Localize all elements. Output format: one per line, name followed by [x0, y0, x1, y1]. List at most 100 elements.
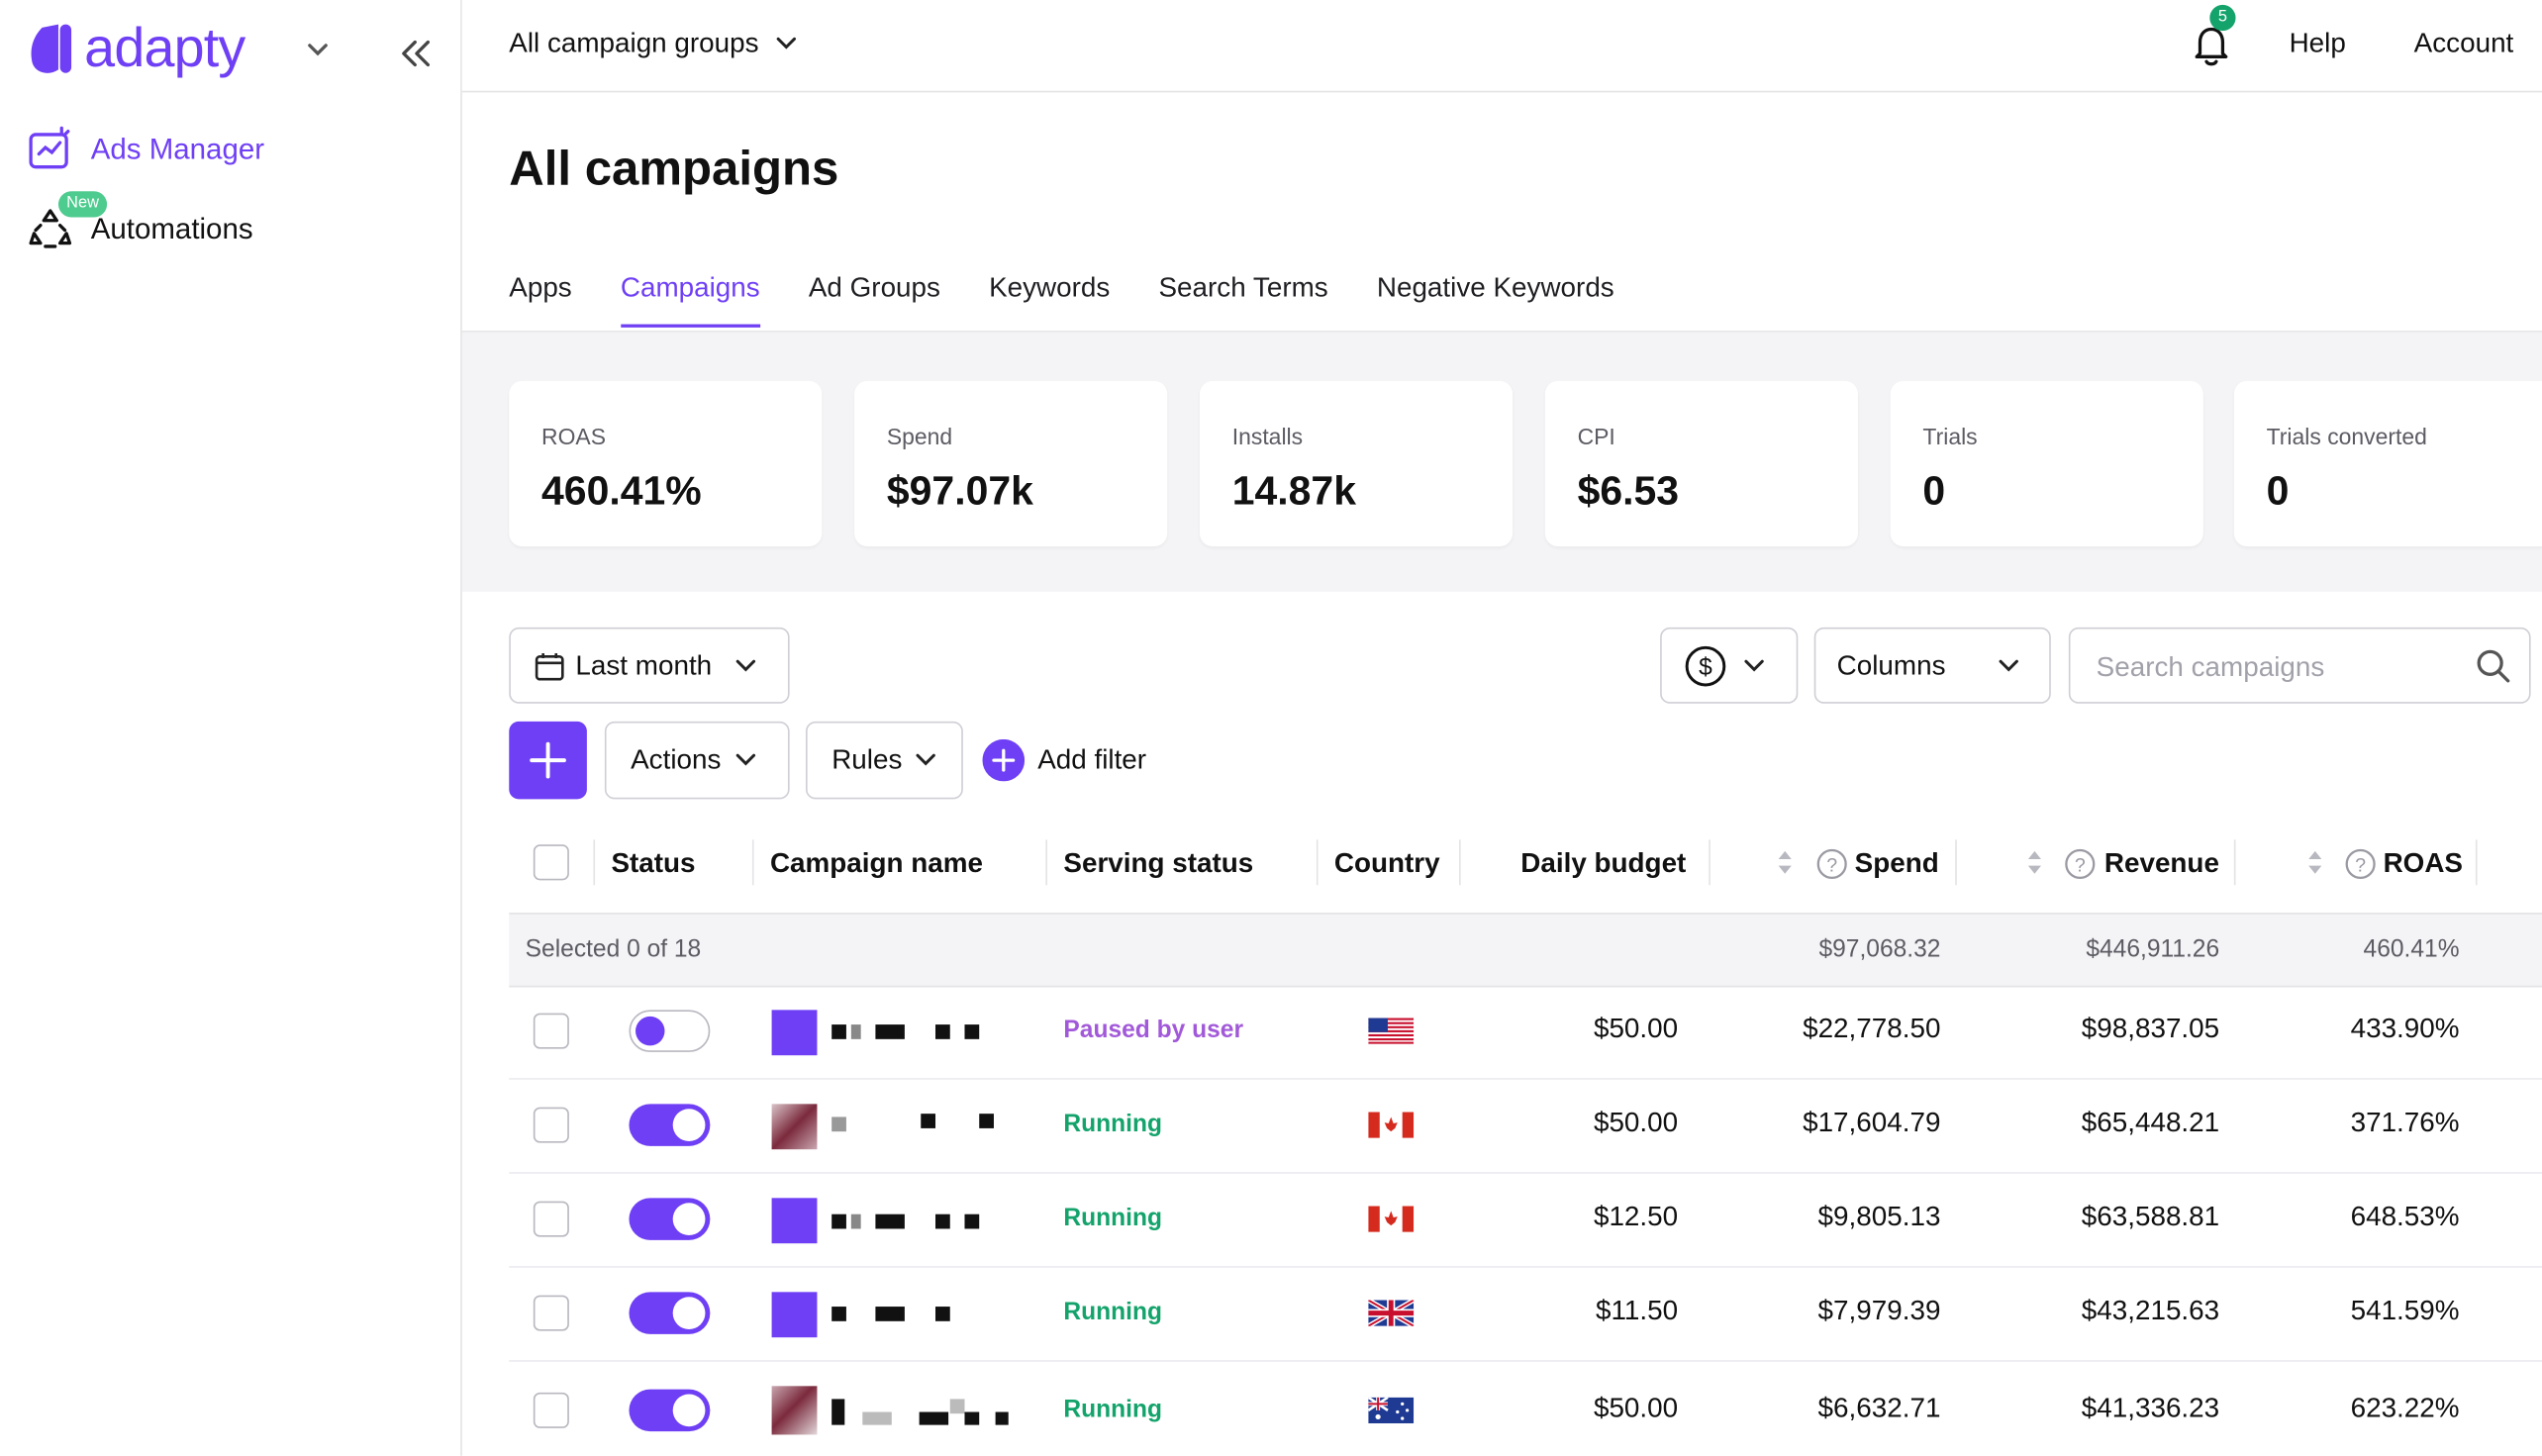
add-campaign-button[interactable]: [509, 721, 587, 800]
sort-icon[interactable]: [2025, 848, 2045, 877]
select-all-checkbox[interactable]: [533, 844, 569, 881]
status-toggle[interactable]: [629, 1010, 711, 1052]
row-checkbox[interactable]: [533, 1107, 569, 1143]
revenue: $65,448.21: [2081, 1107, 2220, 1138]
gb-flag-icon: [1368, 1300, 1415, 1326]
svg-text:$: $: [1699, 653, 1712, 680]
tab-campaigns[interactable]: Campaigns: [620, 272, 760, 328]
summary-spend: $97,068.32: [1818, 935, 1941, 963]
stat-value: 460.41%: [541, 468, 702, 515]
spend: $6,632.71: [1817, 1392, 1941, 1423]
stat-card-trials-converted: Trials converted 0: [2233, 380, 2542, 546]
table-row[interactable]: Paused by user $50.00 $22,778.50 $98,837…: [509, 984, 2542, 1080]
table-row[interactable]: Running $12.50 $9,805.13 $63,588.81 648.…: [509, 1172, 2542, 1268]
bell-icon[interactable]: [2187, 20, 2235, 68]
toggle-knob: [672, 1297, 706, 1329]
sort-icon[interactable]: [1775, 848, 1795, 877]
row-checkbox[interactable]: [533, 1295, 569, 1331]
status-toggle[interactable]: [629, 1198, 711, 1240]
table-row[interactable]: Running $11.50 $7,979.39 $43,215.63 541.…: [509, 1266, 2542, 1362]
page-title: All campaigns: [509, 143, 839, 197]
tab-keywords[interactable]: Keywords: [989, 272, 1111, 304]
redacted-block: [862, 1411, 892, 1425]
column-divider: [1316, 839, 1319, 886]
redacted-block: [850, 1024, 861, 1039]
revenue: $43,215.63: [2081, 1295, 2220, 1326]
redacted-block: [921, 1114, 936, 1128]
svg-text:?: ?: [1826, 854, 1837, 876]
roas: 371.76%: [2350, 1107, 2460, 1138]
status-toggle[interactable]: [629, 1292, 711, 1334]
help-circle-icon[interactable]: ?: [2344, 848, 2377, 881]
campaign-group-select[interactable]: All campaign groups: [509, 28, 798, 60]
search-input[interactable]: [2093, 644, 2457, 691]
toggle-knob: [672, 1109, 706, 1142]
redacted-block: [875, 1307, 905, 1321]
column-header-daily-budget[interactable]: Daily budget: [1520, 847, 1687, 879]
ca-flag-icon: [1368, 1206, 1415, 1232]
notification-count-badge: 5: [2209, 4, 2236, 32]
rules-label: Rules: [831, 743, 903, 775]
campaign-thumbnail: [771, 1292, 818, 1338]
date-range-button[interactable]: Last month: [509, 627, 790, 704]
stat-label: ROAS: [541, 423, 607, 449]
topbar: All campaign groups 5 Help Account: [461, 0, 2542, 93]
currency-button[interactable]: $: [1660, 627, 1799, 704]
column-header-country[interactable]: Country: [1333, 847, 1440, 879]
sidebar-item-label: Ads Manager: [90, 132, 265, 165]
row-checkbox[interactable]: [533, 1201, 569, 1237]
serving-status: Running: [1063, 1298, 1163, 1326]
spend: $7,979.39: [1817, 1295, 1941, 1326]
row-checkbox[interactable]: [533, 1392, 569, 1428]
tabs: Apps Campaigns Ad Groups Keywords Search…: [509, 272, 1614, 328]
plus-icon: [530, 741, 566, 779]
tab-negative-keywords[interactable]: Negative Keywords: [1376, 272, 1614, 304]
tab-apps[interactable]: Apps: [509, 272, 572, 304]
search-icon[interactable]: [2474, 646, 2512, 685]
stat-value: 0: [1922, 468, 1946, 515]
redacted-block: [964, 1024, 980, 1039]
serving-status: Paused by user: [1063, 1016, 1244, 1044]
redacted-block: [949, 1399, 965, 1414]
column-header-campaign-name[interactable]: Campaign name: [769, 847, 984, 879]
tab-ad-groups[interactable]: Ad Groups: [808, 272, 940, 304]
sidebar-item-automations[interactable]: Automations: [26, 204, 253, 252]
rules-button[interactable]: Rules: [805, 721, 963, 800]
chevron-down-icon: [1999, 658, 2018, 671]
spend: $9,805.13: [1817, 1201, 1941, 1232]
revenue: $41,336.23: [2081, 1392, 2220, 1423]
table-row[interactable]: Running $50.00 $17,604.79 $65,448.21 371…: [509, 1078, 2542, 1174]
plus-circle-icon: [982, 738, 1026, 782]
help-circle-icon[interactable]: ?: [1815, 848, 1848, 881]
table-row[interactable]: Running $50.00 $6,632.71 $41,336.23 623.…: [509, 1360, 2542, 1454]
help-circle-icon[interactable]: ?: [2064, 848, 2097, 881]
help-link[interactable]: Help: [2289, 27, 2346, 58]
column-header-revenue[interactable]: Revenue: [2103, 847, 2219, 879]
add-filter-button[interactable]: Add filter: [982, 738, 1147, 782]
actions-button[interactable]: Actions: [604, 721, 790, 800]
column-header-serving-status[interactable]: Serving status: [1063, 847, 1254, 879]
status-toggle[interactable]: [629, 1389, 711, 1432]
svg-text:?: ?: [2075, 854, 2086, 876]
chevron-down-icon[interactable]: [305, 39, 331, 61]
columns-button[interactable]: Columns: [1813, 627, 2051, 704]
column-header-status[interactable]: Status: [611, 847, 696, 879]
column-header-roas[interactable]: ROAS: [2383, 847, 2464, 879]
add-filter-label: Add filter: [1037, 743, 1147, 775]
account-link[interactable]: Account: [2413, 27, 2514, 58]
campaign-thumbnail: [771, 1104, 818, 1150]
tab-search-terms[interactable]: Search Terms: [1158, 272, 1328, 304]
column-header-spend[interactable]: Spend: [1854, 847, 1939, 879]
stat-card-trials: Trials 0: [1890, 380, 2203, 546]
status-toggle[interactable]: [629, 1104, 711, 1146]
sort-icon[interactable]: [2305, 848, 2325, 877]
campaign-thumbnail: [771, 1386, 818, 1435]
sidebar-item-ads-manager[interactable]: Ads Manager: [26, 125, 264, 173]
collapse-sidebar-icon[interactable]: [396, 33, 439, 75]
row-checkbox[interactable]: [533, 1013, 569, 1049]
stat-card-spend: Spend $97.07k: [854, 380, 1168, 546]
logo[interactable]: adapty: [26, 20, 245, 78]
date-range-label: Last month: [575, 648, 713, 681]
stat-value: $6.53: [1577, 468, 1680, 515]
automations-icon: [29, 209, 72, 248]
